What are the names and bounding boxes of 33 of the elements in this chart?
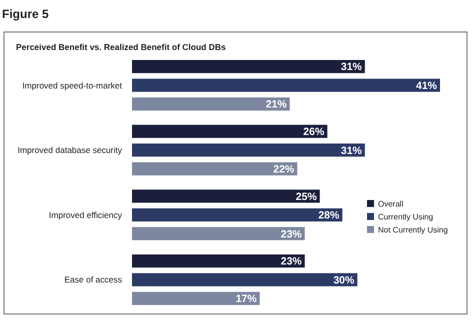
- bar: [132, 78, 440, 92]
- legend-label: Currently Using: [378, 212, 434, 222]
- text: Figure 5: [2, 7, 49, 21]
- bar: [132, 208, 342, 222]
- bar: [132, 124, 328, 138]
- y-tick-label: Improved database security: [18, 145, 123, 156]
- chart-subtitle: Perceived Benefit vs. Realized Benefit of Cloud DBs: [16, 42, 226, 52]
- data-label: 23%: [280, 228, 302, 240]
- bar: [132, 273, 358, 286]
- data-label: 41%: [416, 80, 438, 92]
- data-label: 31%: [340, 61, 363, 74]
- bar: [132, 144, 365, 157]
- bar: [132, 227, 305, 240]
- data-label: 30%: [333, 274, 356, 286]
- legend-label: Overall: [378, 199, 404, 208]
- legend-label: Not Currently Using: [378, 225, 448, 234]
- data-label: 21%: [266, 98, 288, 111]
- data-label: 31%: [340, 144, 363, 157]
- data-label: 25%: [296, 190, 318, 203]
- data-label: 17%: [236, 293, 258, 306]
- y-tick-label: Improved efficiency: [48, 210, 123, 220]
- bar: [132, 60, 365, 74]
- data-label: 28%: [318, 210, 340, 222]
- bar: [132, 162, 298, 176]
- bar: [132, 292, 260, 305]
- bar: [132, 254, 305, 268]
- bar: [132, 97, 290, 111]
- data-label: 23%: [280, 256, 302, 268]
- y-tick-label: Ease of access: [64, 274, 122, 285]
- data-label: 22%: [273, 163, 295, 176]
- bar: [132, 190, 320, 203]
- data-label: 26%: [303, 126, 325, 138]
- y-tick-label: Improved speed-to-market: [22, 80, 123, 90]
